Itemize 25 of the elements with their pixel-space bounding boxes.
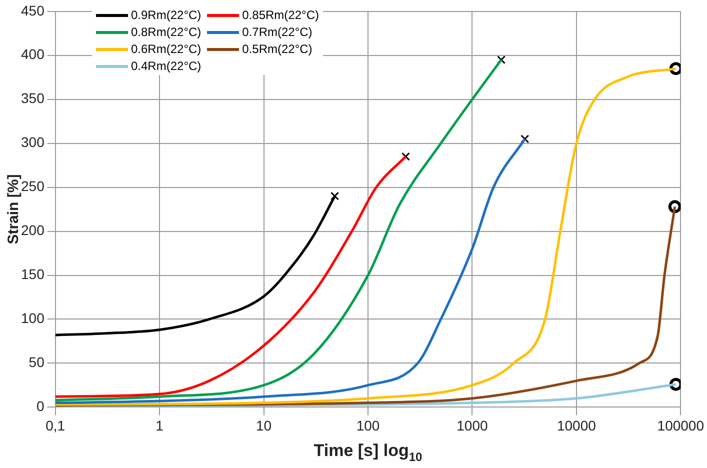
x-tick-label: 10000 xyxy=(556,417,596,434)
legend-label: 0.5Rm(22°C) xyxy=(241,42,314,56)
legend-label: 0.7Rm(22°C) xyxy=(241,25,314,39)
legend-label: 0.9Rm(22°C) xyxy=(130,8,202,22)
legend-label: 0.6Rm(22°C) xyxy=(130,42,202,56)
y-tick-label: 400 xyxy=(21,46,45,62)
legend-label: 0.8Rm(22°C) xyxy=(130,25,202,39)
y-tick-label: 100 xyxy=(21,310,45,326)
y-axis-title: Strain [%] xyxy=(5,174,22,244)
y-tick-label: 0 xyxy=(36,398,45,414)
legend-label: 0.85Rm(22°C) xyxy=(241,8,319,22)
y-tick-label: 450 xyxy=(21,2,45,18)
y-tick-label: 200 xyxy=(21,222,45,238)
x-tick-label: 10 xyxy=(256,417,272,434)
y-tick-label: 300 xyxy=(21,134,45,150)
y-tick-label: 50 xyxy=(28,354,45,370)
x-tick-label: 0,1 xyxy=(46,417,66,434)
x-tick-label: 100 xyxy=(356,417,380,434)
x-tick-label: 100000 xyxy=(657,417,704,434)
y-tick-label: 150 xyxy=(21,266,45,282)
x-tick-label: 1000 xyxy=(456,417,488,434)
legend-label: 0.4Rm(22°C) xyxy=(130,59,202,73)
y-tick-label: 350 xyxy=(21,90,45,106)
x-tick-label: 1 xyxy=(156,417,164,434)
y-tick-label: 250 xyxy=(21,178,45,194)
